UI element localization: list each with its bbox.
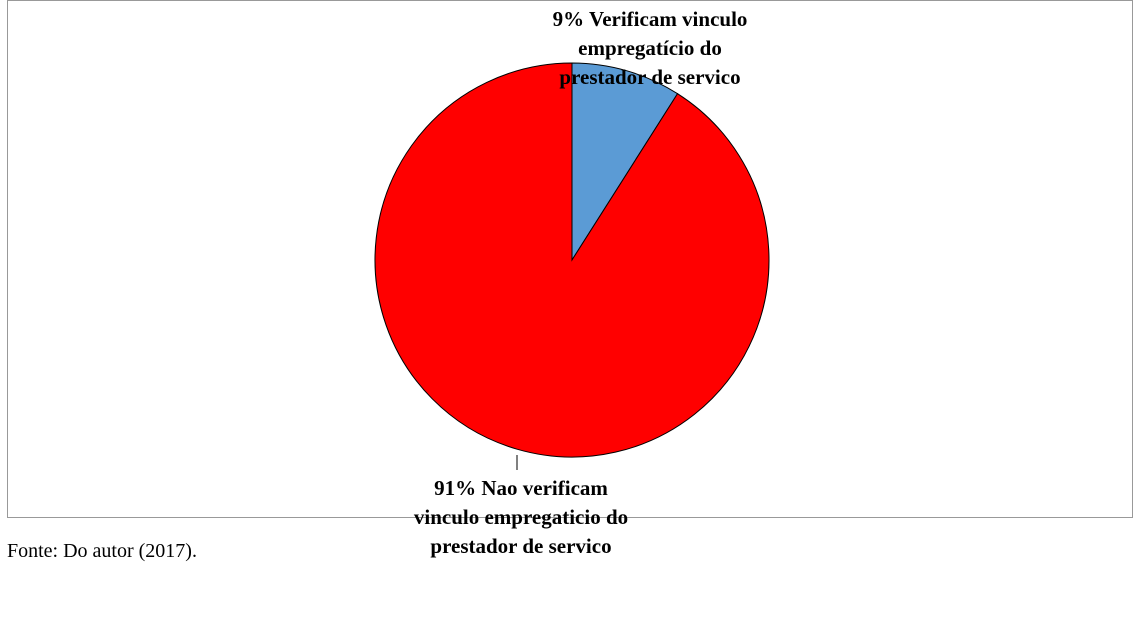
data-label: 91% Nao verificam vinculo empregaticio d… bbox=[405, 474, 637, 561]
category-label: Nao verificam vinculo empregaticio do pr… bbox=[413, 476, 629, 558]
pie-slice bbox=[374, 62, 770, 458]
category-label: Verificam vinculo empregatício do presta… bbox=[559, 7, 748, 89]
source-note: Fonte: Do autor (2017). bbox=[7, 540, 197, 562]
value-label: 91% bbox=[434, 476, 477, 500]
pie-slice bbox=[571, 62, 679, 262]
value-label: 9% bbox=[552, 7, 585, 31]
data-label: 9% Verificam vinculo empregatício do pre… bbox=[550, 5, 750, 92]
